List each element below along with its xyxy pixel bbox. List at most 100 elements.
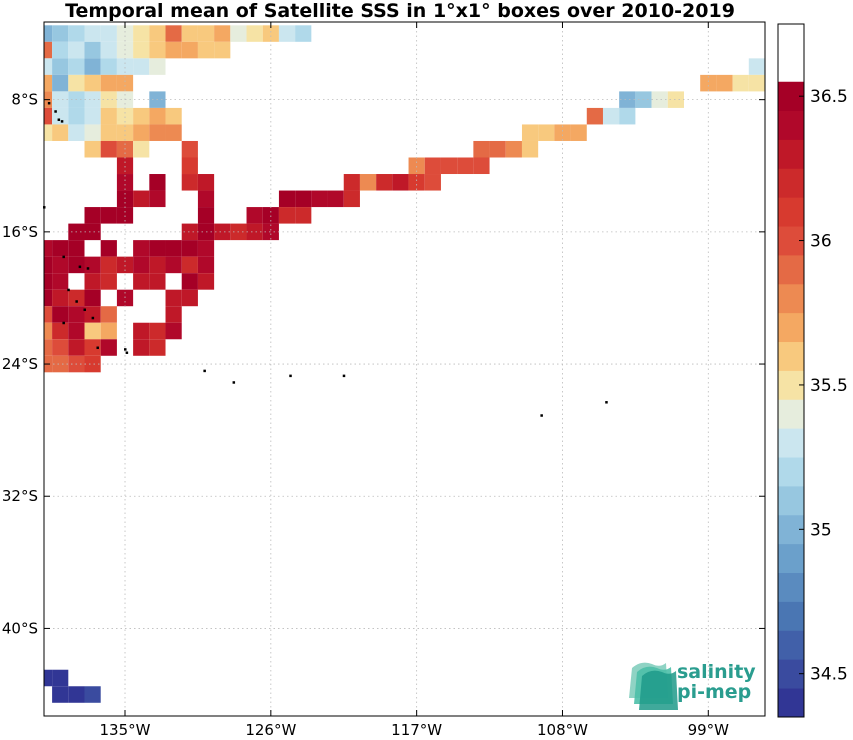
island-marker <box>47 101 51 105</box>
sss-cell <box>149 25 166 42</box>
sss-cell <box>68 124 85 141</box>
sss-cell <box>52 339 69 356</box>
x-tick-label: 108°W <box>537 721 588 739</box>
island-marker <box>54 110 57 113</box>
sss-cell <box>133 339 150 356</box>
sss-cell <box>52 91 69 108</box>
sss-cell <box>116 58 134 75</box>
sss-cell <box>246 25 263 42</box>
sss-cell <box>116 25 134 42</box>
sss-cell <box>84 107 101 125</box>
x-axis-ticks: 135°W 126°W 117°W 108°W 99°W <box>100 22 730 739</box>
sss-cell <box>181 157 198 175</box>
sss-cell <box>116 124 134 141</box>
sss-cell <box>68 256 85 274</box>
island-marker <box>60 120 64 123</box>
sss-cell <box>521 140 539 158</box>
island-marker <box>57 118 61 121</box>
sss-cell <box>52 240 69 257</box>
sss-cell <box>149 58 166 75</box>
sss-cell <box>214 41 231 59</box>
sss-cell <box>116 256 134 274</box>
sss-cell <box>165 41 182 59</box>
sss-cell <box>149 240 166 257</box>
sss-cell <box>165 25 182 42</box>
sss-cell <box>619 107 636 125</box>
sss-cell <box>197 273 215 290</box>
y-tick-label: 32°S <box>2 487 38 505</box>
sss-cell <box>84 273 101 290</box>
sss-cell <box>181 223 198 241</box>
sss-cell <box>68 240 85 257</box>
sss-cell <box>133 256 150 274</box>
sss-cell <box>295 207 312 224</box>
sss-cell <box>181 140 198 158</box>
sss-cell <box>197 207 215 224</box>
sss-cell <box>52 669 69 687</box>
sss-cell <box>68 289 85 307</box>
colorbar-tick-label: 35.5 <box>810 376 848 396</box>
island-marker <box>78 265 82 269</box>
sss-cell <box>100 107 117 125</box>
colorbar: 34.5 35 35.5 36 36.5 <box>777 23 848 718</box>
sss-cell <box>100 322 117 340</box>
logo-text-line2: pi-mep <box>677 681 751 703</box>
colorbar-swatch <box>778 543 804 574</box>
colorbar-tick-label: 35 <box>810 520 832 540</box>
sss-cell <box>52 289 69 307</box>
sss-cell <box>473 157 490 175</box>
island-marker <box>75 300 78 303</box>
sss-cell <box>52 41 69 59</box>
island-marker <box>67 288 70 292</box>
sss-cell <box>84 256 101 274</box>
sss-cell <box>68 41 85 59</box>
sss-cell <box>84 41 101 59</box>
sss-cell <box>84 124 101 141</box>
sss-cell <box>197 41 215 59</box>
sss-cell <box>619 91 636 108</box>
island-marker <box>232 381 236 384</box>
sss-cell <box>44 669 53 687</box>
sss-cell <box>84 289 101 307</box>
x-tick-label: 99°W <box>688 721 730 739</box>
sss-cell <box>100 256 117 274</box>
sss-cell <box>538 124 555 141</box>
sss-cell <box>230 25 247 42</box>
sss-cell <box>521 124 539 141</box>
sss-cell <box>716 74 733 92</box>
sss-cell <box>149 107 166 125</box>
x-tick-label: 135°W <box>100 721 151 739</box>
sss-cell <box>68 25 85 42</box>
island-marker <box>62 321 65 325</box>
logo-text-line1: salinity <box>677 661 756 683</box>
sss-cell <box>149 273 166 290</box>
sss-cell <box>392 174 409 191</box>
sss-cell <box>165 124 182 141</box>
sss-cell <box>311 190 328 208</box>
sss-cell <box>748 58 765 75</box>
sss-cell <box>197 256 215 274</box>
sss-cell <box>44 58 53 75</box>
sss-cell <box>84 58 101 75</box>
sss-cell <box>84 74 101 92</box>
sss-cell <box>165 306 182 323</box>
chart-title: Temporal mean of Satellite SSS in 1°x1° … <box>65 0 735 22</box>
sss-cell <box>52 306 69 323</box>
island-marker <box>124 348 127 351</box>
sss-cell <box>68 306 85 323</box>
sss-cell <box>181 25 198 42</box>
island-marker <box>125 351 129 354</box>
sss-cell <box>667 91 684 108</box>
sss-cell <box>262 223 279 241</box>
sss-cell <box>100 58 117 75</box>
sss-cell <box>278 207 296 224</box>
sss-cell <box>278 190 296 208</box>
sss-cell <box>133 25 150 42</box>
sss-cell <box>100 41 117 59</box>
sss-cell <box>165 240 182 257</box>
sss-cell <box>68 686 85 703</box>
island-marker <box>342 374 346 378</box>
colorbar-swatch <box>778 428 804 458</box>
sss-cell <box>68 339 85 356</box>
sss-cell <box>100 273 117 290</box>
